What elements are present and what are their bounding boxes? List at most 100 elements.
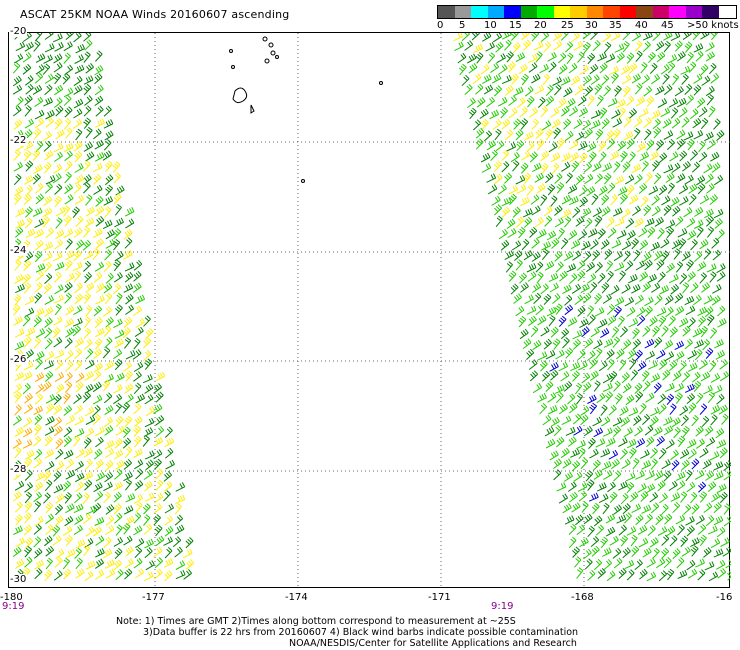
wind-barb: [551, 237, 560, 249]
wind-barb: [693, 219, 704, 229]
wind-barb: [102, 219, 113, 230]
legend-swatch: [652, 6, 669, 18]
wind-barb: [651, 194, 660, 206]
wind-barb: [669, 151, 679, 162]
wind-barb: [605, 437, 616, 447]
wind-barb: [540, 326, 550, 337]
wind-barb: [582, 381, 592, 393]
wind-barb: [508, 185, 519, 195]
wind-barb: [642, 282, 651, 293]
wind-barb: [458, 63, 467, 76]
wind-barb: [635, 50, 643, 63]
wind-barb: [124, 558, 134, 569]
wind-barb: [535, 261, 544, 273]
wind-barb: [689, 108, 699, 119]
wind-barb: [653, 127, 662, 139]
wind-barb: [517, 97, 526, 108]
wind-barb: [93, 362, 103, 373]
wind-barb: [665, 262, 675, 274]
wind-barb: [663, 84, 673, 96]
wind-barb: [710, 538, 721, 549]
wind-barb: [73, 503, 84, 514]
wind-barb: [593, 427, 604, 438]
wind-barb: [95, 295, 105, 305]
wind-barb: [674, 86, 684, 97]
wind-barb: [535, 51, 543, 63]
wind-barb: [602, 382, 613, 392]
wind-barb: [15, 41, 26, 52]
wind-barb: [605, 53, 616, 63]
wind-barb: [662, 118, 672, 129]
wind-barb: [600, 536, 608, 549]
wind-barb: [606, 570, 616, 582]
wind-barb: [635, 470, 645, 480]
wind-barb: [688, 402, 697, 414]
wind-barb: [63, 436, 72, 448]
wind-barb: [83, 471, 94, 481]
wind-barb: [625, 394, 635, 406]
wind-barb: [628, 108, 637, 120]
wind-barb: [560, 237, 569, 250]
wind-barb: [563, 251, 574, 262]
legend-swatch: [669, 6, 686, 18]
wind-barb: [83, 260, 92, 272]
wind-barb: [33, 164, 43, 174]
wind-barb: [75, 448, 85, 459]
wind-barb: [73, 227, 83, 238]
lon-label: -174: [285, 592, 308, 603]
wind-barb: [95, 215, 105, 227]
wind-barb: [164, 447, 174, 459]
wind-barb: [532, 339, 542, 351]
island-outline: [270, 50, 276, 56]
wind-barb: [644, 296, 654, 307]
wind-barb: [15, 558, 25, 570]
wind-barb: [649, 62, 658, 75]
legend-swatch: [685, 6, 702, 18]
wind-barb: [550, 326, 559, 338]
wind-barb: [52, 327, 61, 339]
wind-barb: [622, 382, 632, 394]
wind-barb: [84, 95, 93, 106]
wind-barb: [521, 33, 530, 41]
wind-barb: [529, 226, 538, 238]
wind-barb: [74, 514, 84, 526]
wind-barb: [35, 270, 44, 282]
wind-barb: [654, 216, 664, 227]
wind-barb: [648, 185, 659, 195]
wind-barb: [634, 349, 643, 361]
wind-barb: [24, 129, 33, 141]
wind-barb: [693, 84, 702, 96]
wind-barb: [185, 559, 195, 570]
wind-barb: [614, 43, 625, 53]
wind-barb: [598, 140, 607, 153]
wind-barb: [55, 129, 65, 140]
wind-barb: [701, 75, 711, 86]
wind-barb: [651, 205, 661, 217]
wind-barb: [634, 83, 643, 95]
wind-barb: [543, 293, 552, 306]
wind-barb: [24, 449, 35, 460]
wind-barb: [164, 526, 174, 537]
wind-barb: [521, 150, 531, 161]
wind-barb: [95, 471, 106, 482]
wind-barb: [639, 271, 649, 282]
wind-barb: [163, 490, 171, 502]
wind-barb: [679, 448, 690, 459]
wind-barb: [154, 524, 163, 537]
wind-barb: [84, 458, 93, 471]
wind-barb: [24, 75, 34, 86]
wind-barb: [610, 33, 621, 42]
wind-barb: [75, 557, 83, 570]
wind-barb: [645, 483, 656, 494]
wind-barb: [623, 427, 633, 438]
wind-barb: [618, 567, 627, 579]
wind-barb: [632, 457, 640, 470]
pass-time-label: 9:19: [2, 601, 25, 612]
wind-barb: [73, 108, 83, 119]
wind-barb: [558, 361, 569, 372]
wind-barb: [653, 172, 662, 185]
wind-barb: [698, 315, 706, 328]
wind-barb: [561, 194, 572, 205]
wind-barb: [618, 270, 626, 282]
wind-barb: [707, 226, 715, 238]
